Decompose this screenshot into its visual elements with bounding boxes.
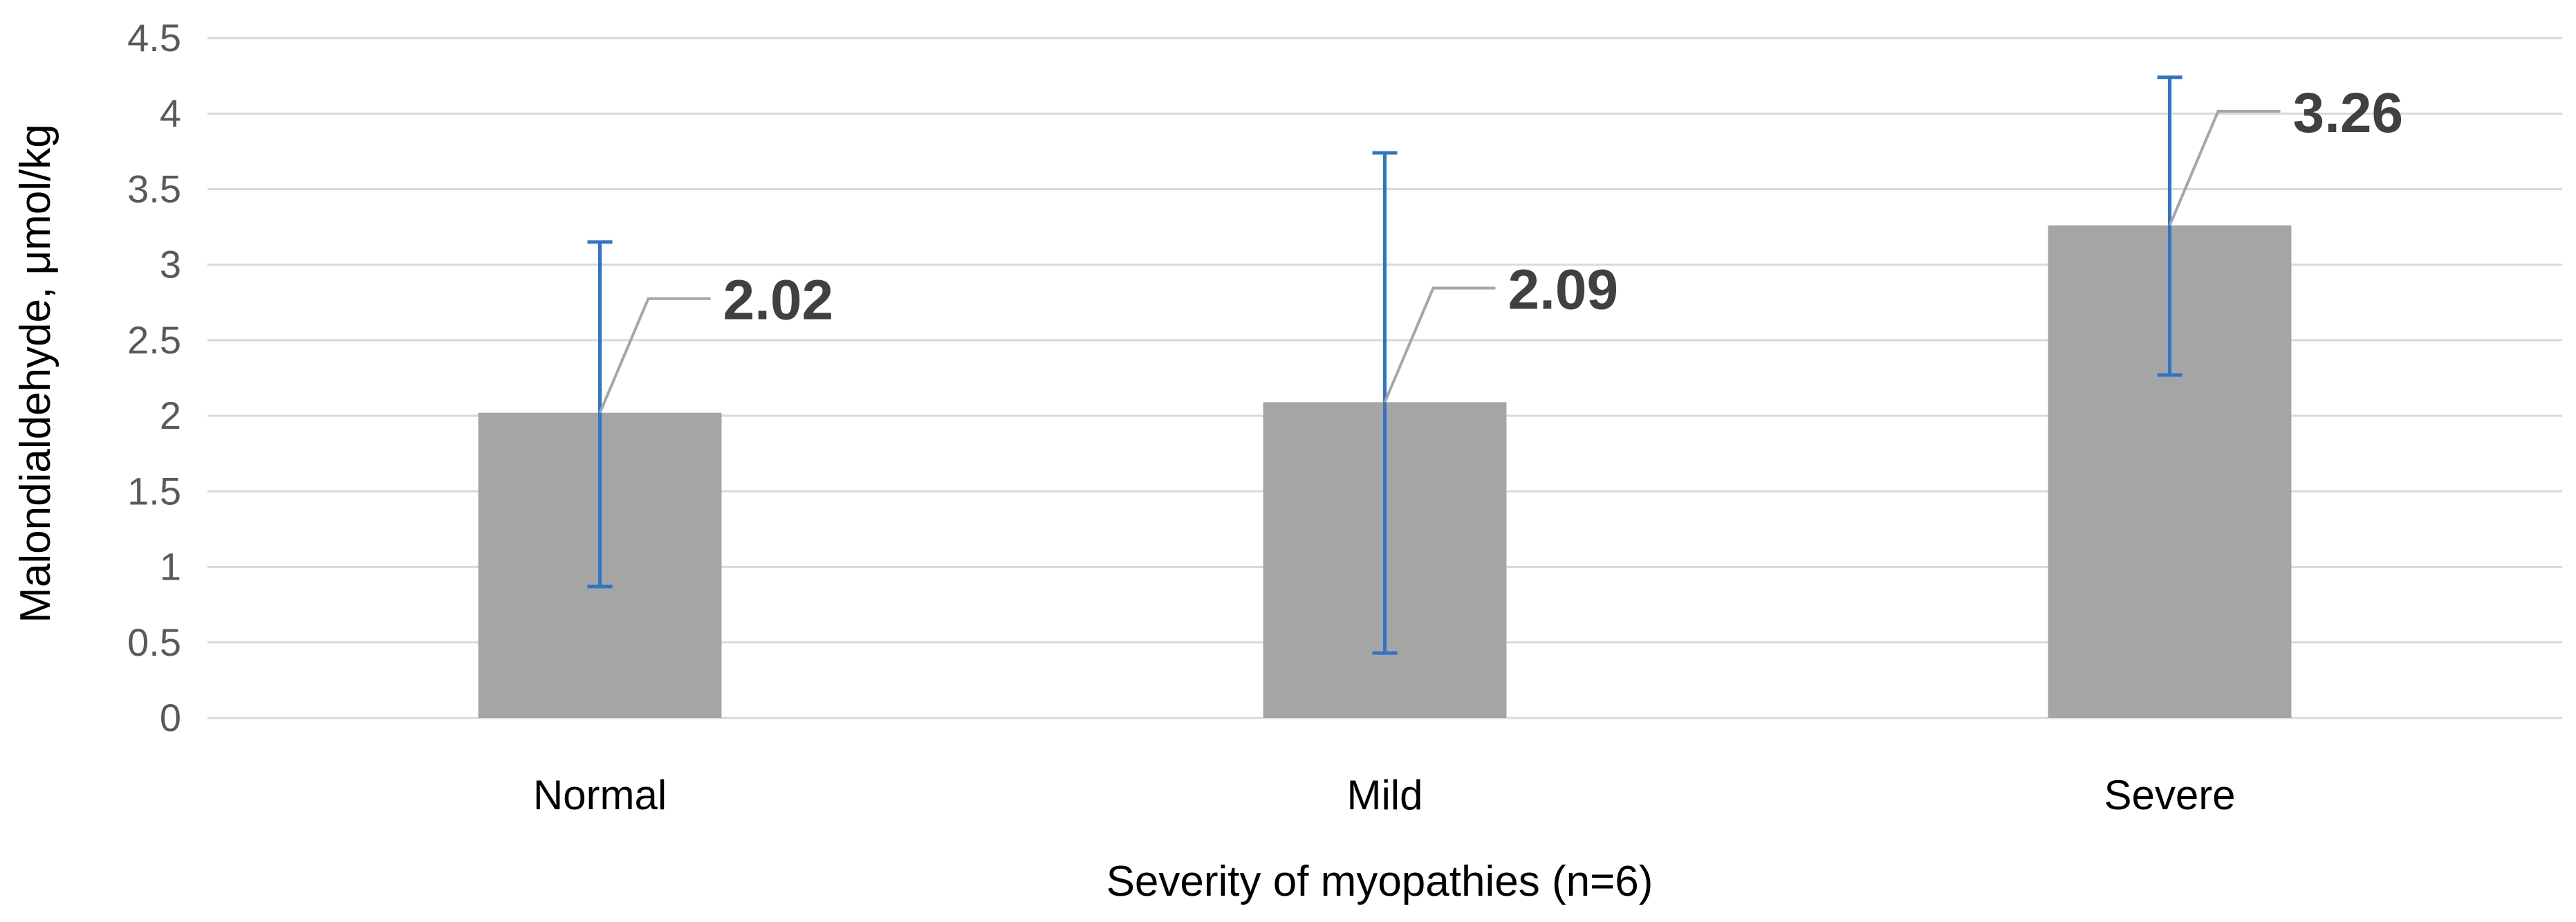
leader-line — [1383, 286, 1496, 403]
y-tick-label: 0.5 — [127, 620, 181, 664]
data-labels: 2.02 2.09 3.26 — [598, 82, 2404, 414]
x-axis-categories: Normal Mild Severe — [533, 772, 2236, 818]
error-bar-normal — [587, 240, 613, 589]
y-tick-label: 4.5 — [127, 16, 181, 59]
data-label-mild: 2.09 — [1508, 258, 1619, 321]
y-tick-label: 1 — [160, 545, 181, 589]
error-bar-mild — [1372, 151, 1398, 655]
y-tick-label: 3 — [160, 243, 181, 286]
y-tick-label: 3.5 — [127, 167, 181, 210]
y-tick-label: 2 — [160, 394, 181, 437]
leader-line — [598, 297, 711, 414]
y-tick-label: 1.5 — [127, 469, 181, 513]
error-bar-severe — [2157, 75, 2183, 377]
category-label-normal: Normal — [533, 772, 667, 818]
y-axis-ticks: 0 0.5 1 1.5 2 2.5 3 3.5 4 4.5 — [127, 16, 181, 739]
y-tick-label: 2.5 — [127, 318, 181, 362]
data-label-severe: 3.26 — [2293, 82, 2404, 145]
category-label-severe: Severe — [2104, 772, 2235, 818]
leader-line — [2168, 109, 2281, 226]
category-label-mild: Mild — [1346, 772, 1423, 818]
y-tick-label: 4 — [160, 91, 181, 135]
x-axis-title: Severity of myopathies (n=6) — [1106, 858, 1653, 905]
data-label-normal: 2.02 — [723, 269, 834, 332]
y-axis-title: Malondialdehyde, μmol/kg — [12, 124, 59, 623]
error-bars — [587, 75, 2183, 655]
y-tick-label: 0 — [160, 696, 181, 739]
